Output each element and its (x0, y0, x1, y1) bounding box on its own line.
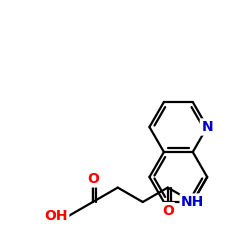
Text: N: N (202, 120, 213, 134)
Text: OH: OH (44, 210, 68, 224)
Text: O: O (87, 172, 99, 186)
Text: NH: NH (181, 195, 204, 209)
Text: O: O (162, 204, 174, 218)
